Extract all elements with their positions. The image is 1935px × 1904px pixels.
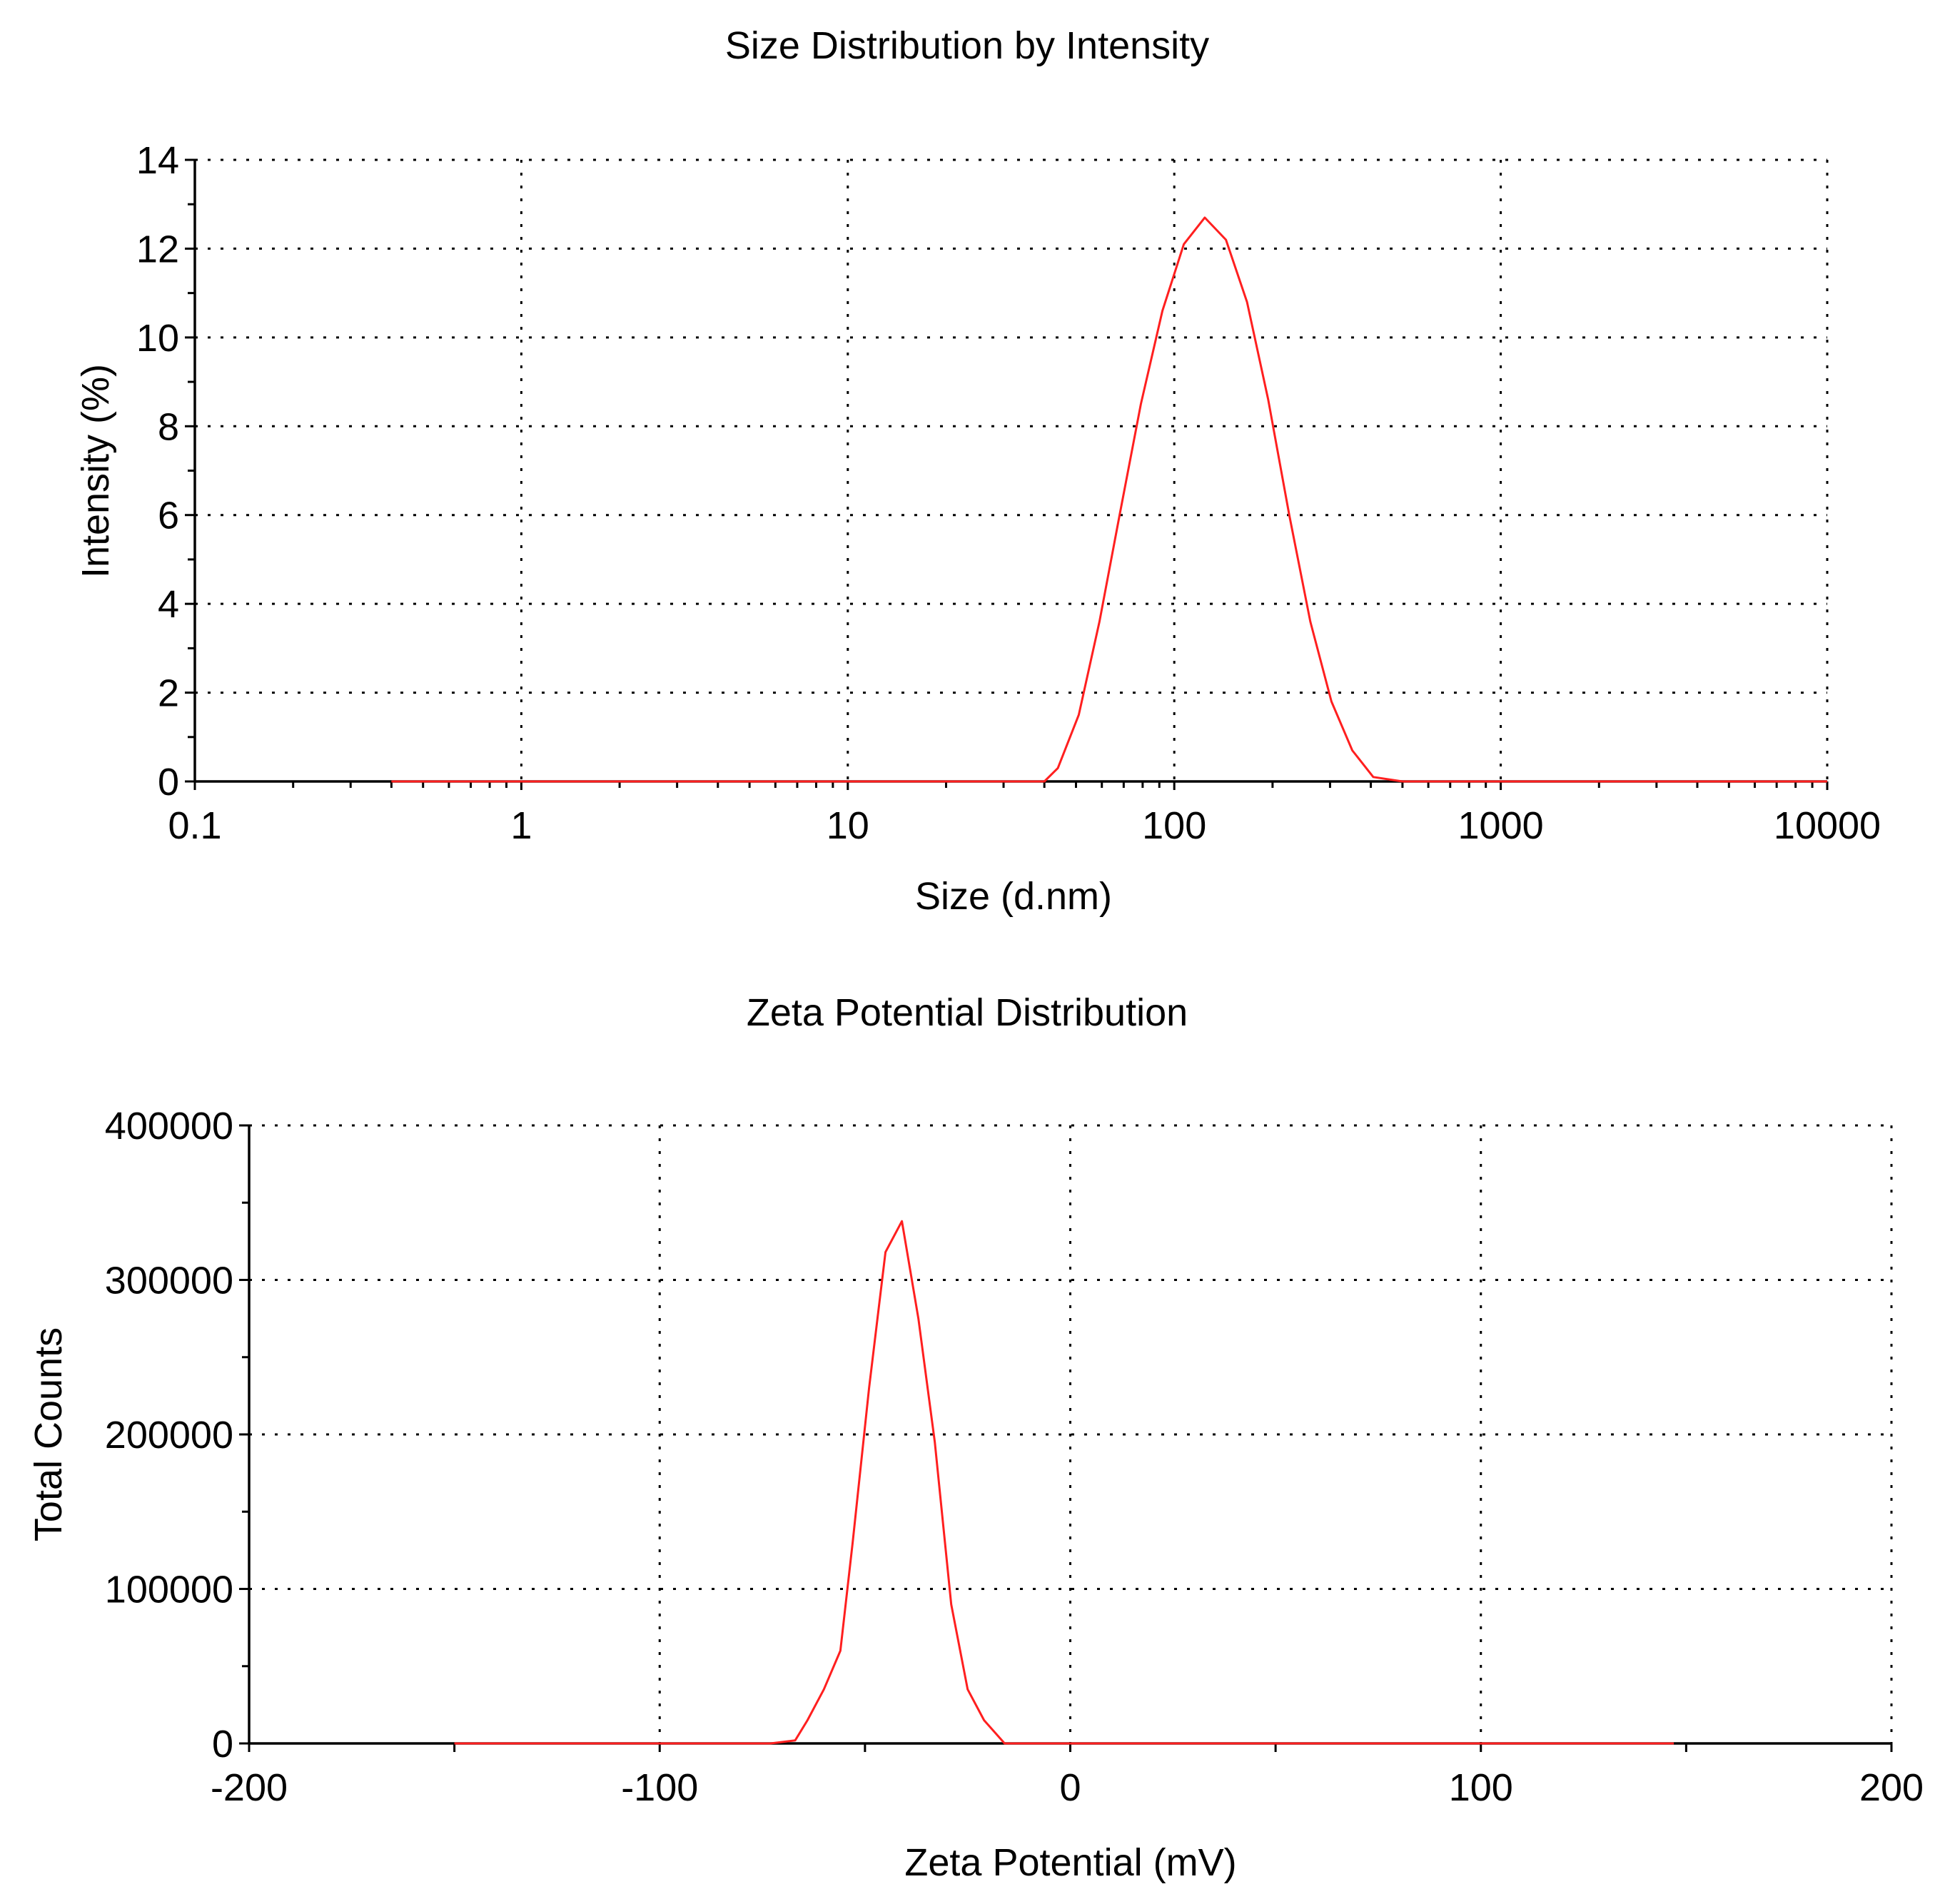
x-tick-label: 1	[510, 804, 532, 847]
ticks	[239, 1124, 1893, 1752]
grid	[195, 158, 1829, 781]
x-tick-label: 200	[1859, 1766, 1924, 1809]
y-tick-label: 12	[136, 228, 179, 270]
zeta-potential-chart: Zeta Potential Distribution -200 -100 0 100…	[27, 991, 1924, 1884]
y-tick-label: 10	[136, 317, 179, 360]
y-tick-label: 6	[158, 495, 179, 537]
y-tick-label: 200000	[105, 1414, 233, 1457]
x-tick-label: 100	[1449, 1766, 1513, 1809]
x-tick-label: 10	[827, 804, 869, 847]
series-layer	[454, 1220, 1674, 1745]
ticks	[185, 158, 1829, 790]
y-tick-label: 14	[136, 139, 179, 182]
y-tick-label: 0	[212, 1723, 233, 1766]
tick-labels: 0.1 1 10 100 1000 10000 0 2 4 6 8 10 12 14	[136, 139, 1881, 847]
tick-labels: -200 -100 0 100 200 0 100000 200000 300000 400000	[105, 1105, 1924, 1809]
series-layer	[391, 216, 1827, 783]
y-tick-label: 100000	[105, 1569, 233, 1611]
x-tick-label: -200	[211, 1766, 288, 1809]
x-tick-label: 0.1	[168, 804, 221, 847]
chart-title: Zeta Potential Distribution	[747, 991, 1188, 1034]
series-line	[391, 216, 1827, 783]
x-tick-label: 100	[1142, 804, 1206, 847]
y-tick-label: 4	[158, 583, 179, 626]
y-tick-label: 0	[158, 761, 179, 804]
grid	[249, 1124, 1893, 1743]
x-tick-label: 1000	[1458, 804, 1544, 847]
x-axis-label: Size (d.nm)	[915, 875, 1112, 918]
x-tick-label: 10000	[1774, 804, 1881, 847]
x-tick-label: -100	[621, 1766, 698, 1809]
y-tick-label: 2	[158, 672, 179, 715]
x-axis-label: Zeta Potential (mV)	[904, 1841, 1236, 1884]
series-line	[454, 1220, 1674, 1745]
y-tick-label: 400000	[105, 1105, 233, 1148]
y-axis-label: Intensity (%)	[74, 364, 117, 578]
x-tick-label: 0	[1059, 1766, 1081, 1809]
y-tick-label: 300000	[105, 1260, 233, 1302]
y-axis-label: Total Counts	[27, 1327, 70, 1541]
chart-title: Size Distribution by Intensity	[725, 24, 1209, 67]
y-tick-label: 8	[158, 405, 179, 448]
size-distribution-chart: Size Distribution by Intensity 0.1 1 10 100…	[74, 24, 1881, 918]
